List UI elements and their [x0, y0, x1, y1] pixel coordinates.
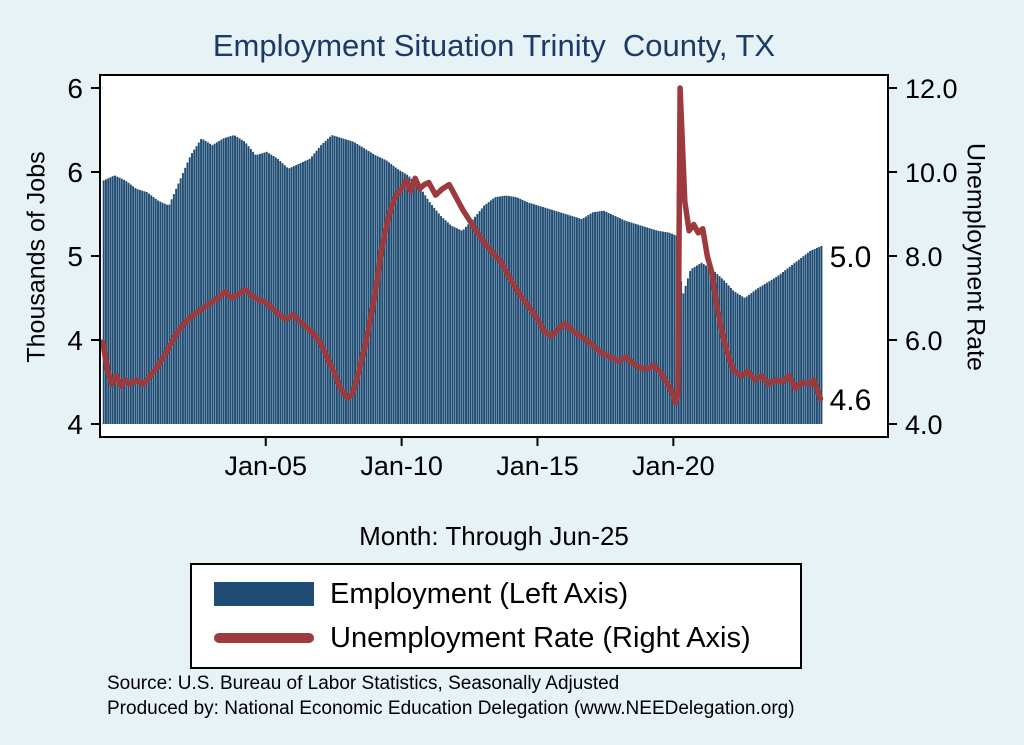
- footer: Source: U.S. Bureau of Labor Statistics,…: [107, 671, 795, 721]
- unemployment-line-swatch: [214, 633, 314, 643]
- left-tick-label: 4: [67, 325, 83, 356]
- annotation-4.6: 4.6: [830, 384, 872, 417]
- legend: Employment (Left Axis) Unemployment Rate…: [190, 563, 802, 669]
- annotations: 5.0 4.6: [830, 241, 872, 417]
- produced-by-line: Produced by: National Economic Education…: [107, 698, 795, 720]
- legend-item-employment: Employment (Left Axis): [214, 577, 778, 611]
- left-tick-label: 4: [67, 409, 83, 440]
- x-axis-title: Month: Through Jun-25: [359, 521, 629, 551]
- left-tick-label: 6: [67, 157, 83, 188]
- right-tick-label: 8.0: [905, 242, 943, 272]
- chart-title: Employment Situation Trinity County, TX: [212, 28, 776, 63]
- plot-frame: [99, 74, 889, 438]
- unemployment-line: [99, 85, 824, 406]
- right-tick-label: 6.0: [905, 326, 943, 356]
- source-line: Source: U.S. Bureau of Labor Statistics,…: [107, 673, 620, 694]
- x-tick-label: Jan-10: [360, 451, 443, 481]
- right-tick-label: 10.0: [905, 158, 958, 188]
- right-tick-label: 4.0: [905, 410, 943, 440]
- tick-labels: 4 4 5 6 6 4.0 6.0 8.0 10.0 12.0 Jan-05 Jan-10 Jan-15…: [67, 73, 957, 481]
- legend-item-unemployment: Unemployment Rate (Right Axis): [214, 621, 778, 655]
- employment-bars: [102, 135, 823, 425]
- legend-label-unemployment: Unemployment Rate (Right Axis): [330, 621, 751, 654]
- x-tick-label: Jan-15: [496, 451, 579, 481]
- plot-area: 5.0 4.6 4 4 5 6 6 4.0 6.0 8.0 10.0 12.0 Jan-05 Jan-10…: [67, 73, 957, 481]
- tick-marks: [91, 87, 897, 446]
- x-tick-label: Jan-20: [632, 451, 715, 481]
- employment-bar-swatch: [214, 582, 314, 606]
- annotation-5.0: 5.0: [830, 241, 872, 274]
- left-tick-label: 5: [67, 241, 83, 272]
- x-tick-label: Jan-05: [224, 451, 307, 481]
- right-tick-label: 12.0: [905, 74, 958, 104]
- legend-label-employment: Employment (Left Axis): [330, 577, 629, 610]
- left-tick-label: 6: [67, 73, 83, 104]
